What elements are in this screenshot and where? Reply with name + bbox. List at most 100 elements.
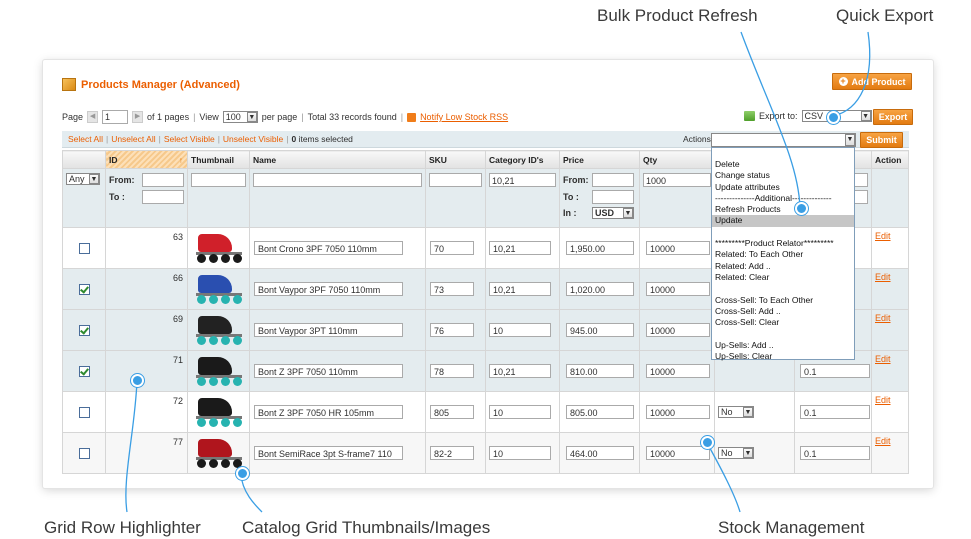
category-input[interactable]: 10 [489, 446, 551, 460]
sku-input[interactable]: 805 [430, 405, 474, 419]
category-filter-input[interactable]: 10,21 [489, 173, 556, 187]
actions-menu-item[interactable]: --------------Additional-------------- [715, 192, 832, 203]
price-input[interactable]: 1,950.00 [566, 241, 634, 255]
qty-input[interactable]: 10000 [646, 446, 710, 460]
unselect-visible-link[interactable]: Unselect Visible [222, 134, 284, 144]
sku-input[interactable]: 70 [430, 241, 474, 255]
row-checkbox[interactable] [78, 365, 90, 377]
prev-page-icon[interactable]: ◀ [87, 111, 99, 123]
extra-input[interactable]: 0.1 [800, 364, 870, 378]
low-stock-rss-link[interactable]: Notify Low Stock RSS [420, 112, 509, 122]
category-input[interactable]: 10,21 [489, 241, 551, 255]
next-page-icon[interactable]: ▶ [132, 111, 144, 123]
row-checkbox[interactable] [78, 283, 90, 295]
qty-input[interactable]: 10000 [646, 282, 710, 296]
qty-input[interactable]: 10000 [646, 241, 710, 255]
actions-menu-item[interactable]: Up-Sells: Add .. [715, 339, 774, 350]
select-all-link[interactable]: Select All [68, 134, 103, 144]
column-header[interactable]: ID ↑ [105, 150, 188, 169]
table-row[interactable]: 72 Bont Z 3PF 7050 HR 105mm 805 10 805.0… [62, 391, 909, 433]
submit-button[interactable]: Submit [860, 132, 903, 148]
name-input[interactable]: Bont SemiRace 3pt S-frame7 110 [254, 446, 403, 460]
actions-menu-item[interactable]: Cross-Sell: Add .. [715, 305, 781, 316]
actions-menu-item[interactable]: Cross-Sell: To Each Other [715, 294, 814, 305]
row-checkbox[interactable] [78, 324, 90, 336]
category-input[interactable]: 10 [489, 323, 551, 337]
extra-input[interactable]: 0.1 [800, 405, 870, 419]
price-input[interactable]: 1,020.00 [566, 282, 634, 296]
name-input[interactable]: Bont Vaypor 3PT 110mm [254, 323, 403, 337]
sku-input[interactable]: 78 [430, 364, 474, 378]
stock-select[interactable]: No ▼ [718, 447, 754, 459]
price-input[interactable]: 945.00 [566, 323, 634, 337]
price-from-input[interactable] [592, 173, 634, 187]
qty-input[interactable]: 10000 [646, 364, 710, 378]
column-header[interactable]: SKU [425, 150, 486, 169]
actions-dropdown-list[interactable]: Delete Change status Update attributes ----… [711, 147, 855, 362]
name-input[interactable]: Bont Vaypor 3PF 7050 110mm [254, 282, 403, 296]
sku-input[interactable]: 82-2 [430, 446, 474, 460]
add-product-button[interactable]: + Add Product [832, 73, 912, 90]
actions-menu-item[interactable]: Update attributes [715, 181, 780, 192]
edit-link[interactable]: Edit [875, 231, 891, 241]
massaction-filter-select[interactable]: Any ▼ [66, 173, 100, 185]
actions-menu-item[interactable]: Refresh Products [715, 204, 781, 215]
edit-link[interactable]: Edit [875, 436, 891, 446]
name-input[interactable]: Bont Z 3PF 7050 HR 105mm [254, 405, 403, 419]
per-page-select[interactable]: 100 ▼ [222, 111, 258, 123]
name-filter-input[interactable] [253, 173, 422, 187]
column-header[interactable]: Action [871, 150, 909, 169]
sku-input[interactable]: 73 [430, 282, 474, 296]
actions-menu-item[interactable]: Up-Sells: Clear [715, 351, 773, 362]
thumbnail-filter-input[interactable] [191, 173, 246, 187]
column-header[interactable]: Thumbnail [187, 150, 250, 169]
id-from-input[interactable] [142, 173, 184, 187]
column-header[interactable]: Price [559, 150, 640, 169]
qty-filter-input[interactable]: 1000 [643, 173, 711, 187]
actions-menu-item[interactable]: *********Product Relator********* [715, 238, 834, 249]
edit-link[interactable]: Edit [875, 313, 891, 323]
actions-select[interactable]: ▼ [711, 133, 856, 147]
row-checkbox[interactable] [78, 406, 90, 418]
qty-input[interactable]: 10000 [646, 405, 710, 419]
actions-menu-item[interactable]: Related: To Each Other [715, 249, 804, 260]
price-to-input[interactable] [592, 190, 634, 204]
edit-link[interactable]: Edit [875, 272, 891, 282]
actions-menu-item[interactable]: Related: Add .. [715, 260, 771, 271]
edit-link[interactable]: Edit [875, 395, 891, 405]
actions-menu-item[interactable]: Related: Clear [715, 271, 770, 282]
select-visible-link[interactable]: Select Visible [163, 134, 215, 144]
submit-label: Submit [866, 135, 897, 145]
category-input[interactable]: 10 [489, 405, 551, 419]
table-row[interactable]: 71 Bont Z 3PF 7050 110mm 78 10,21 810.00… [62, 350, 909, 392]
price-input[interactable]: 810.00 [566, 364, 634, 378]
currency-select[interactable]: USD ▼ [592, 207, 634, 219]
actions-menu-item[interactable]: Change status [715, 170, 770, 181]
sku-filter-input[interactable] [429, 173, 482, 187]
column-header[interactable]: Category ID's [485, 150, 560, 169]
page-input[interactable]: 1 [102, 110, 129, 124]
row-checkbox[interactable] [78, 242, 90, 254]
row-checkbox[interactable] [78, 447, 90, 459]
sku-input[interactable]: 76 [430, 323, 474, 337]
price-input[interactable]: 805.00 [566, 405, 634, 419]
column-header[interactable]: Qty [639, 150, 715, 169]
actions-menu-item[interactable]: Cross-Sell: Clear [715, 317, 780, 328]
category-input[interactable]: 10,21 [489, 282, 551, 296]
name-input[interactable]: Bont Crono 3PF 7050 110mm [254, 241, 403, 255]
table-row[interactable]: 77 Bont SemiRace 3pt S-frame7 110 82-2 1… [62, 432, 909, 474]
price-input[interactable]: 464.00 [566, 446, 634, 460]
category-input[interactable]: 10,21 [489, 364, 551, 378]
unselect-all-link[interactable]: Unselect All [111, 134, 156, 144]
actions-menu-item[interactable]: Update [712, 215, 854, 227]
qty-input[interactable]: 10000 [646, 323, 710, 337]
actions-menu-item[interactable]: Delete [715, 159, 740, 169]
column-header[interactable]: Name [249, 150, 426, 169]
wheel-shape [232, 377, 242, 386]
id-to-input[interactable] [142, 190, 184, 204]
extra-input[interactable]: 0.1 [800, 446, 870, 460]
name-input[interactable]: Bont Z 3PF 7050 110mm [254, 364, 403, 378]
stock-select[interactable]: No ▼ [718, 406, 754, 418]
edit-link[interactable]: Edit [875, 354, 891, 364]
export-button[interactable]: Export [873, 109, 913, 125]
